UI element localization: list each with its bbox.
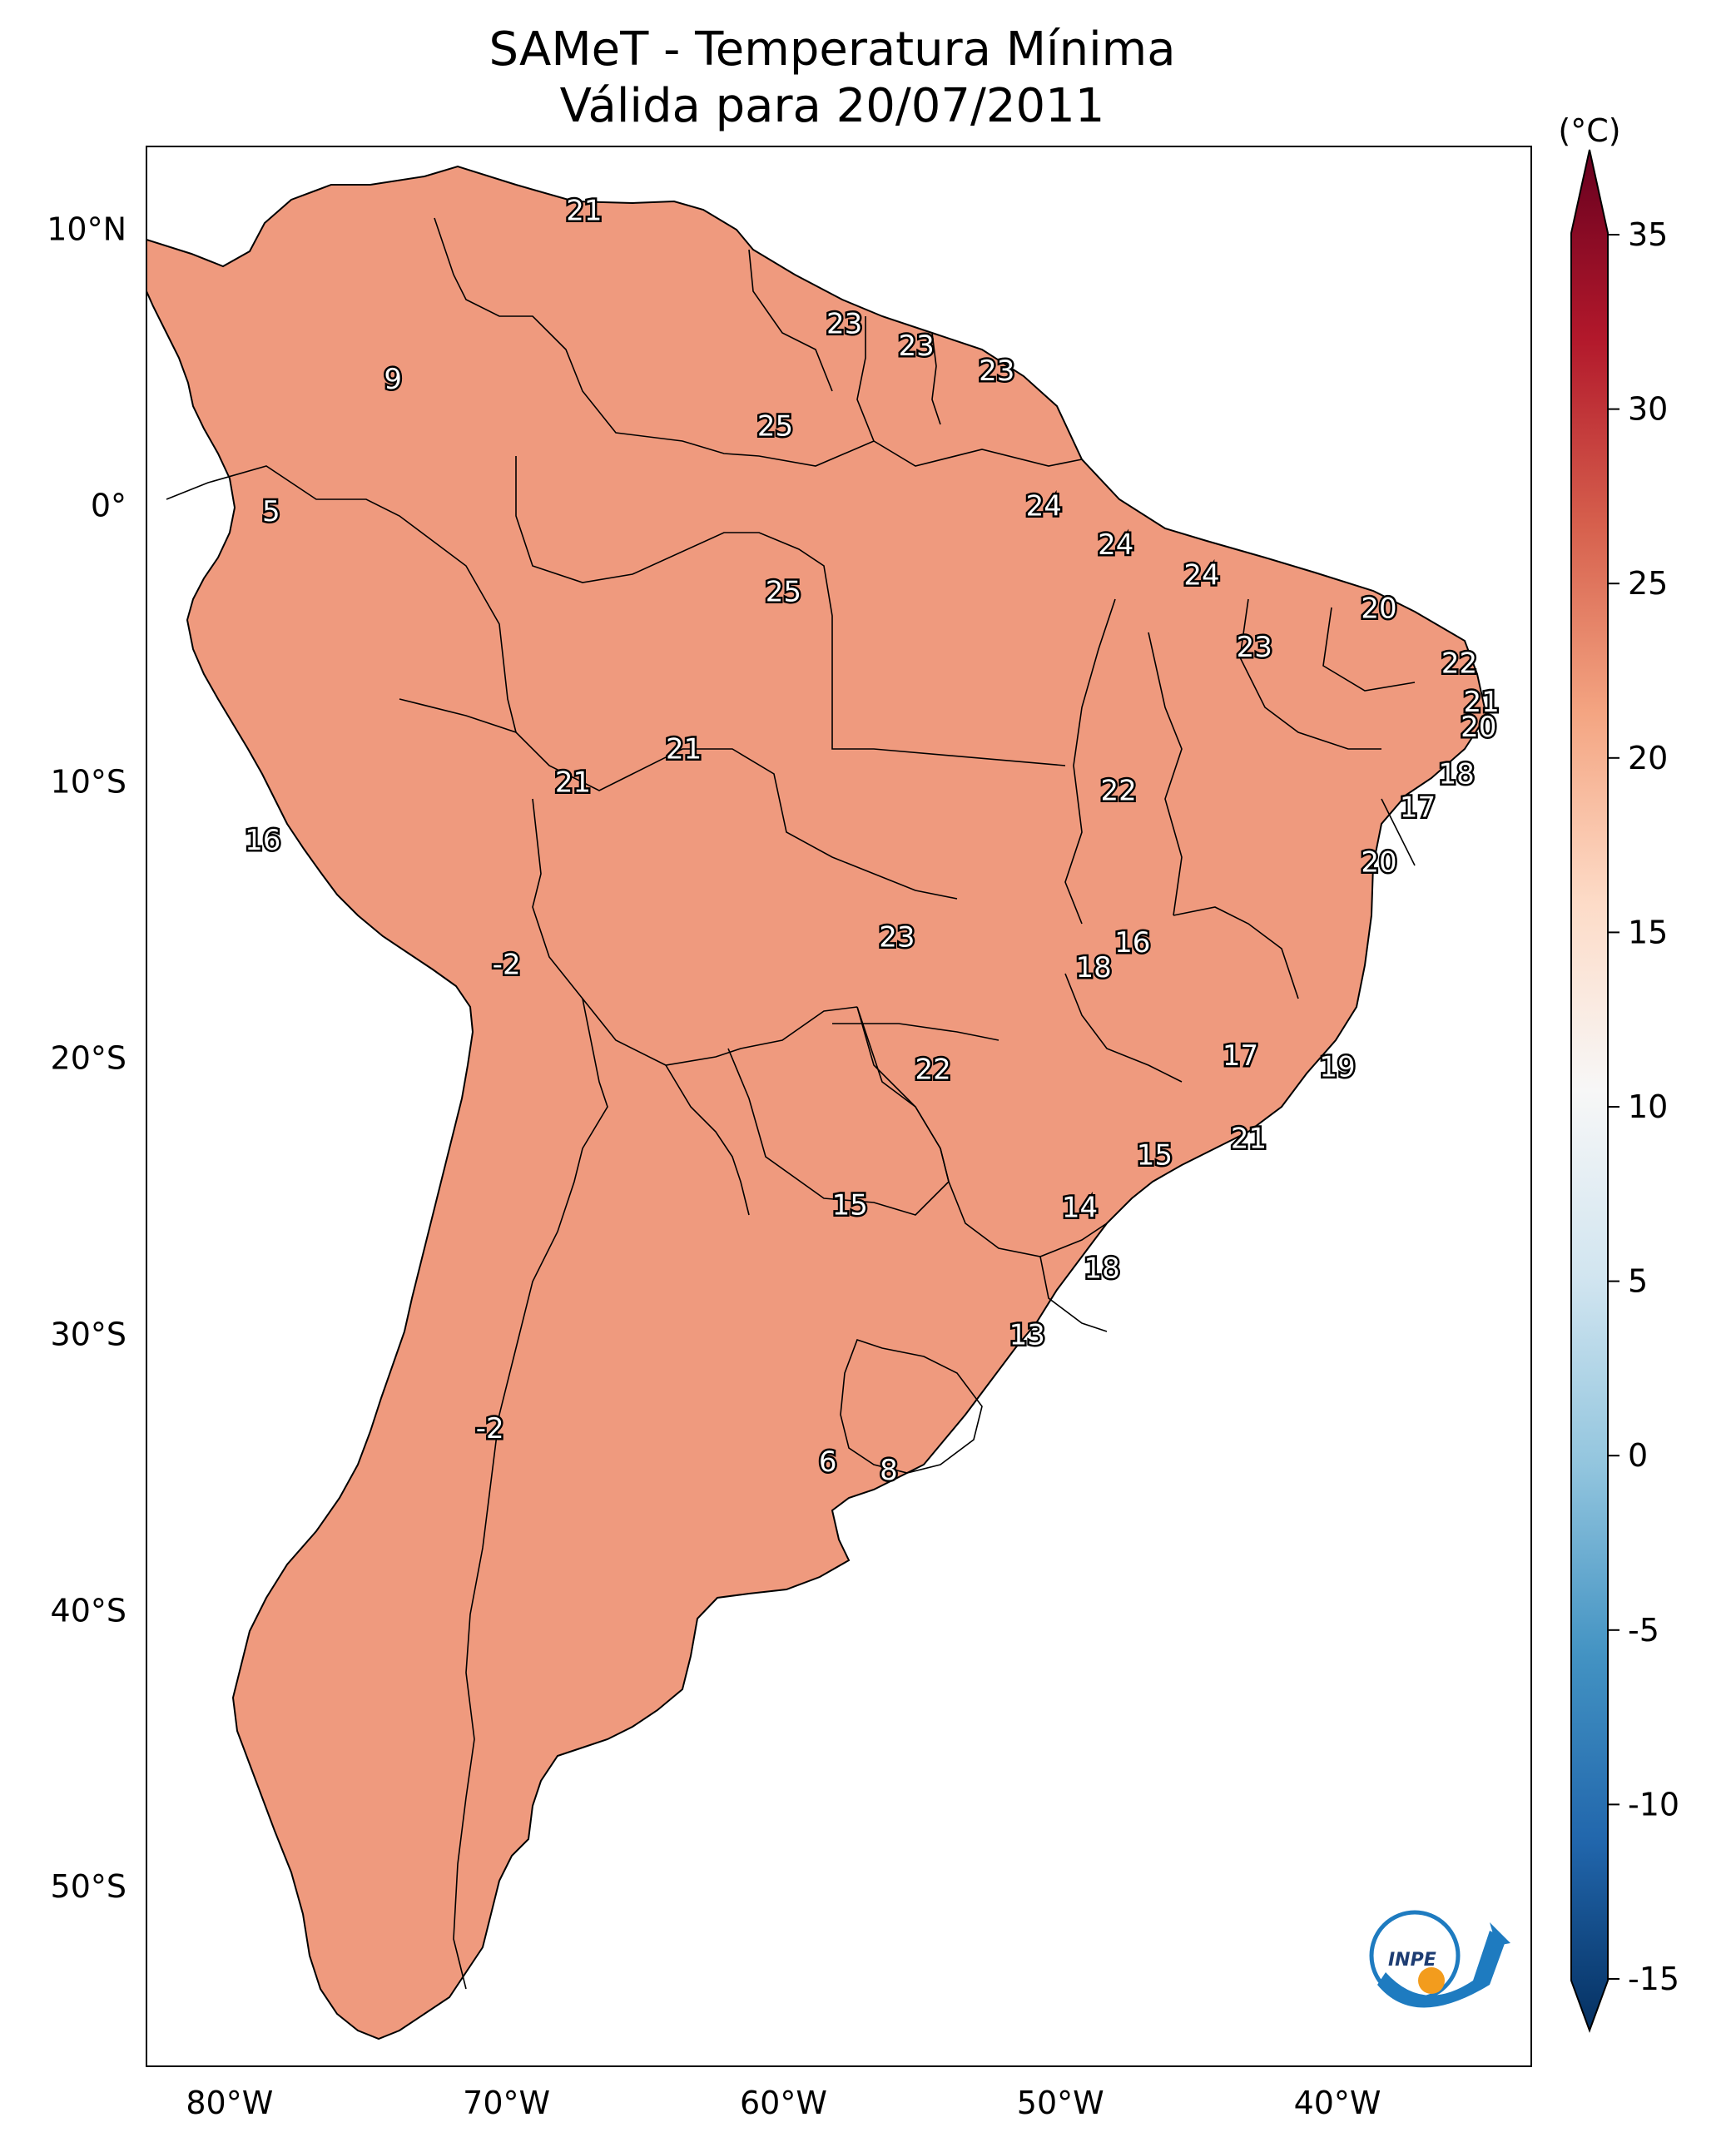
- longitude-labels: 80°W 70°W 60°W 50°W 40°W: [186, 2085, 1381, 2121]
- colorbar-tick-label: -5: [1628, 1612, 1659, 1649]
- station-label: 22: [1100, 774, 1136, 807]
- station-label: 25: [766, 575, 801, 608]
- colorbar-bar: [1570, 149, 1609, 2033]
- station-label: 18: [1439, 758, 1475, 791]
- colorbar-ticks: 35 30 25 20 15 10 5 0 -5 -10 -15: [1608, 216, 1679, 1997]
- station-label: -2: [476, 1412, 504, 1445]
- colorbar-tick-label: 35: [1628, 216, 1668, 253]
- map-title-line1: SAMeT - Temperatura Mínima: [489, 22, 1175, 77]
- station-label: 20: [1461, 711, 1496, 744]
- station-label: 23: [826, 307, 862, 340]
- station-label: 21: [566, 194, 602, 227]
- station-label: 21: [1231, 1123, 1267, 1156]
- station-label: 16: [245, 824, 280, 857]
- latitude-label: 20°S: [51, 1039, 126, 1076]
- longitude-label: 80°W: [186, 2085, 273, 2121]
- longitude-label: 40°W: [1294, 2085, 1381, 2121]
- station-label: 18: [1076, 951, 1112, 984]
- inpe-logo-icon: INPE: [1369, 1910, 1510, 2008]
- station-label: 13: [1009, 1318, 1045, 1351]
- station-label: 21: [1463, 686, 1499, 719]
- station-label: 17: [1400, 791, 1436, 824]
- station-label: 5: [262, 495, 280, 528]
- colorbar-tick-label: 5: [1628, 1263, 1648, 1300]
- station-label: 23: [879, 920, 915, 954]
- latitude-label: 10°N: [47, 211, 126, 248]
- latitude-label: 30°S: [51, 1316, 126, 1352]
- station-label: 15: [1137, 1139, 1173, 1173]
- longitude-label: 60°W: [740, 2085, 827, 2121]
- station-label: 24: [1026, 490, 1062, 523]
- latitude-label: 10°S: [51, 763, 126, 800]
- station-label: 8: [880, 1454, 898, 1487]
- inpe-logo-text: INPE: [1388, 1950, 1436, 1971]
- colorbar-tick-label: -15: [1628, 1961, 1679, 1997]
- station-label: 21: [555, 766, 591, 799]
- map-title-line2: Válida para 20/07/2011: [560, 79, 1105, 133]
- station-label: 23: [899, 330, 935, 363]
- colorbar-tick-label: 25: [1628, 565, 1668, 602]
- colorbar-tick-label: 15: [1628, 914, 1668, 950]
- latitude-label: 40°S: [51, 1592, 126, 1629]
- station-label: 23: [1237, 631, 1272, 664]
- colorbar-unit-label: (°C): [1558, 112, 1620, 149]
- latitude-label: 50°S: [51, 1868, 126, 1905]
- longitude-label: 70°W: [463, 2085, 550, 2121]
- station-label: 20: [1361, 592, 1396, 625]
- station-label: 15: [832, 1188, 868, 1222]
- colorbar-tick-label: 0: [1628, 1437, 1648, 1474]
- colorbar-tick-label: 10: [1628, 1088, 1668, 1125]
- station-label: 18: [1084, 1252, 1120, 1286]
- latitude-label: 0°: [91, 488, 126, 524]
- station-label: 22: [915, 1054, 951, 1087]
- station-label: 17: [1223, 1039, 1258, 1073]
- colorbar-tick-label: 20: [1628, 740, 1668, 776]
- colorbar-tick-label: -10: [1628, 1786, 1679, 1822]
- colorbar-tick-label: 30: [1628, 391, 1668, 428]
- station-label: 22: [1441, 647, 1477, 681]
- station-label: 16: [1114, 926, 1150, 959]
- station-label: 19: [1319, 1050, 1355, 1083]
- station-label: 14: [1062, 1192, 1098, 1225]
- station-label: 25: [757, 409, 793, 443]
- station-label: 23: [979, 355, 1014, 388]
- country-borders: [166, 217, 1416, 1990]
- station-label: 20: [1361, 846, 1396, 880]
- station-label: 24: [1183, 559, 1219, 593]
- station-label: 21: [666, 733, 702, 766]
- station-label: 24: [1098, 528, 1133, 562]
- latitude-labels: 10°N 0° 10°S 20°S 30°S 40°S 50°S: [47, 211, 126, 1906]
- station-label: 9: [384, 363, 402, 396]
- longitude-label: 50°W: [1017, 2085, 1104, 2121]
- station-label: -2: [493, 949, 521, 982]
- station-label: 6: [819, 1445, 837, 1479]
- colorbar: (°C) 35 30 25 20 15 10 5 0 -5 -10 -15: [1558, 112, 1679, 2033]
